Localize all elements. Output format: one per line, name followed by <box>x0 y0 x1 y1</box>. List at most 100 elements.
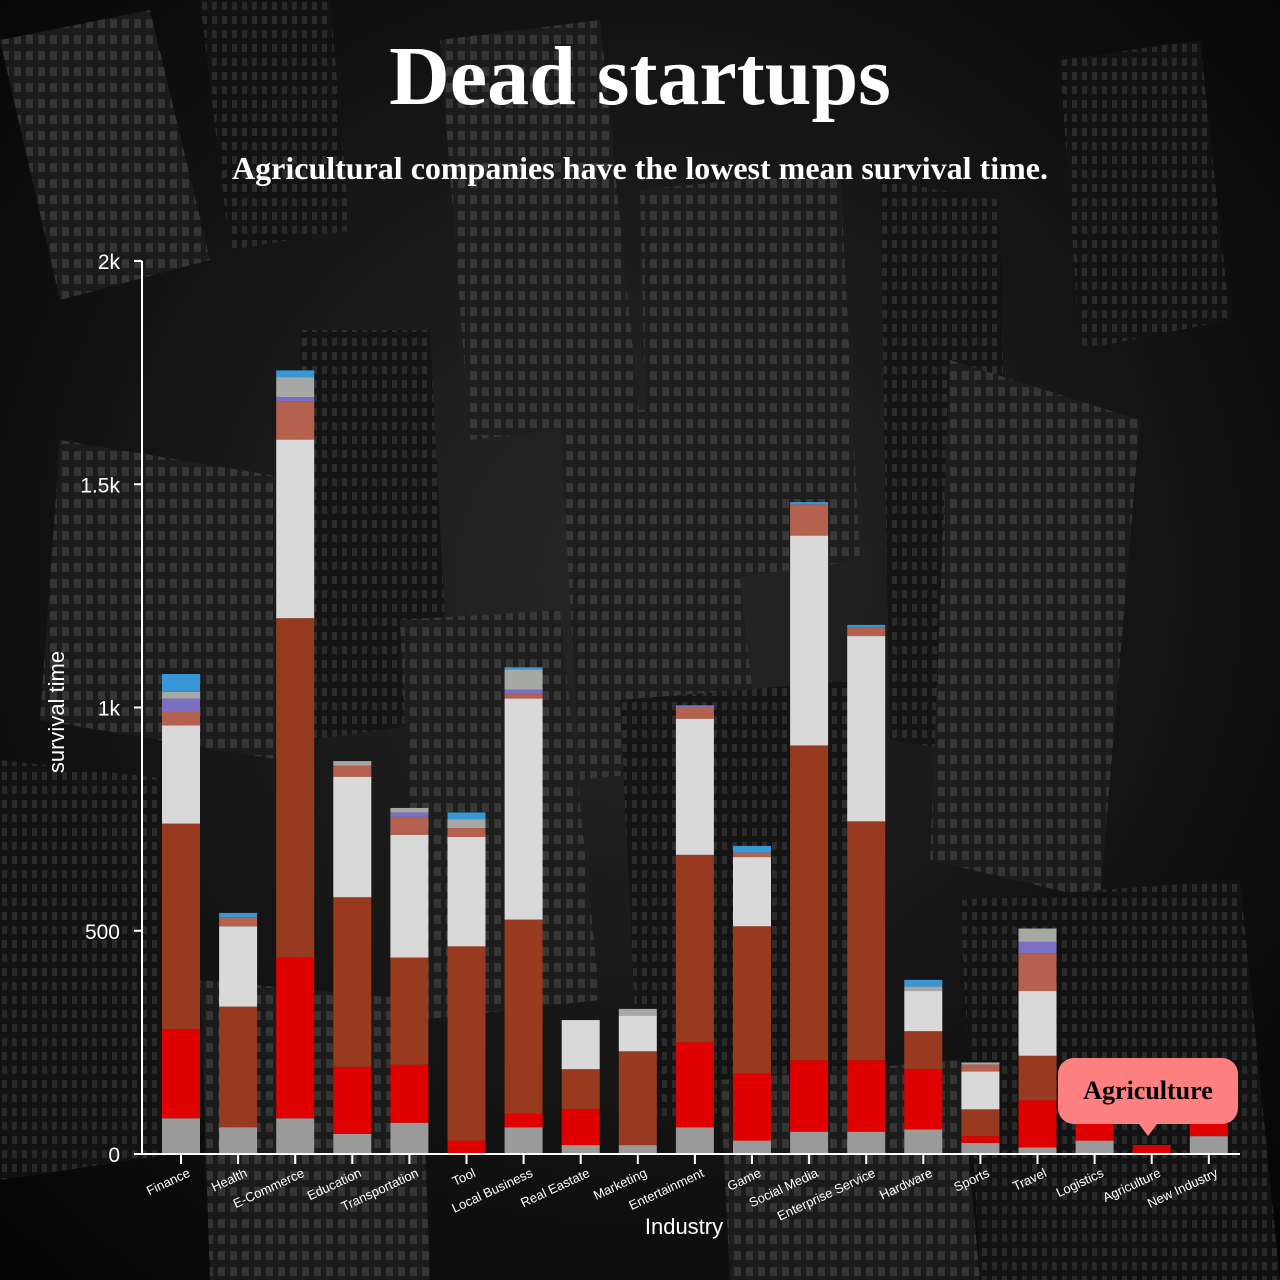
bar-segment[interactable] <box>162 698 200 712</box>
bar-segment[interactable] <box>733 1073 771 1141</box>
bar-segment[interactable] <box>904 986 943 992</box>
bar-segment[interactable] <box>447 828 486 837</box>
bar-segment[interactable] <box>561 1109 600 1146</box>
bar-segment[interactable] <box>733 1140 771 1154</box>
bar-segment[interactable] <box>390 834 429 958</box>
bar-segment[interactable] <box>162 1118 200 1154</box>
bar-segment[interactable] <box>162 674 200 692</box>
bar-segment[interactable] <box>847 1131 886 1154</box>
bar-segment[interactable] <box>790 535 829 746</box>
bar-segment[interactable] <box>847 627 886 637</box>
bar-segment[interactable] <box>162 691 200 699</box>
bar-segment[interactable] <box>904 1129 943 1154</box>
bar-segment[interactable] <box>790 1060 829 1132</box>
bar-segment[interactable] <box>675 854 714 1043</box>
bar-segment[interactable] <box>162 725 200 824</box>
bar-segment[interactable] <box>1132 1145 1171 1154</box>
bar-segment[interactable] <box>675 1127 714 1154</box>
bar-segment[interactable] <box>675 707 714 719</box>
bar-segment[interactable] <box>504 919 543 1114</box>
bar-segment[interactable] <box>276 439 315 619</box>
bar-segment[interactable] <box>390 957 429 1065</box>
bar-segment[interactable] <box>733 926 771 1074</box>
bar-segment[interactable] <box>333 776 372 898</box>
bar-segment[interactable] <box>961 1109 1000 1137</box>
bar-segment[interactable] <box>333 761 372 766</box>
bar-segment[interactable] <box>618 1008 657 1016</box>
bar-segment[interactable] <box>504 1127 543 1154</box>
bar-segment[interactable] <box>675 705 714 708</box>
bar-segment[interactable] <box>847 624 886 628</box>
bar-segment[interactable] <box>847 636 886 822</box>
bar-segment[interactable] <box>447 812 486 820</box>
bar-segment[interactable] <box>276 1118 315 1154</box>
bar-segment[interactable] <box>904 979 943 987</box>
bar-segment[interactable] <box>504 669 543 690</box>
bar-segment[interactable] <box>276 401 315 440</box>
bar-segment[interactable] <box>790 502 829 505</box>
bar-segment[interactable] <box>1018 953 1057 992</box>
bar-segment[interactable] <box>1018 1100 1057 1148</box>
bar-segment[interactable] <box>276 377 315 398</box>
bar-segment[interactable] <box>276 957 315 1119</box>
bar-segment[interactable] <box>276 370 315 378</box>
bar-segment[interactable] <box>847 1060 886 1132</box>
bar-segment[interactable] <box>618 1051 657 1146</box>
bar-segment[interactable] <box>1189 1136 1228 1154</box>
bar-segment[interactable] <box>961 1062 1000 1065</box>
bar-segment[interactable] <box>790 1131 829 1154</box>
bar-segment[interactable] <box>390 1064 429 1123</box>
bar-segment[interactable] <box>961 1071 1000 1110</box>
bar-segment[interactable] <box>961 1142 1000 1154</box>
bar-segment[interactable] <box>790 745 829 1061</box>
bar-segment[interactable] <box>675 718 714 855</box>
bar-segment[interactable] <box>333 1066 372 1134</box>
bar-segment[interactable] <box>618 1145 657 1154</box>
bar-segment[interactable] <box>1075 1122 1114 1141</box>
bar-segment[interactable] <box>390 807 429 813</box>
bar-segment[interactable] <box>390 812 429 817</box>
bar-segment[interactable] <box>390 816 429 835</box>
bar-segment[interactable] <box>1018 1147 1057 1154</box>
bar-segment[interactable] <box>961 1064 1000 1072</box>
bar-segment[interactable] <box>447 836 486 947</box>
bar-segment[interactable] <box>219 912 258 918</box>
bar-segment[interactable] <box>675 1042 714 1128</box>
bar-segment[interactable] <box>1018 1055 1057 1101</box>
bar-segment[interactable] <box>961 1136 1000 1143</box>
bar-segment[interactable] <box>561 1020 600 1070</box>
bar-segment[interactable] <box>504 689 543 695</box>
bar-segment[interactable] <box>162 1028 200 1119</box>
bar-segment[interactable] <box>733 852 771 858</box>
bar-segment[interactable] <box>790 504 829 536</box>
bar-segment[interactable] <box>561 1069 600 1110</box>
bar-segment[interactable] <box>333 897 372 1067</box>
bar-segment[interactable] <box>276 618 315 958</box>
bar-segment[interactable] <box>162 711 200 726</box>
bar-segment[interactable] <box>447 946 486 1141</box>
bar-segment[interactable] <box>1075 1140 1114 1154</box>
bar-segment[interactable] <box>904 1031 943 1070</box>
bar-segment[interactable] <box>333 1133 372 1154</box>
bar-segment[interactable] <box>733 857 771 927</box>
bar-segment[interactable] <box>219 1127 258 1154</box>
bar-segment[interactable] <box>219 926 258 1007</box>
bar-segment[interactable] <box>219 1006 258 1128</box>
bar-segment[interactable] <box>561 1145 600 1154</box>
bar-segment[interactable] <box>1018 928 1057 942</box>
bar-segment[interactable] <box>1018 941 1057 954</box>
bar-segment[interactable] <box>847 821 886 1061</box>
bar-segment[interactable] <box>333 765 372 777</box>
bar-segment[interactable] <box>504 1113 543 1128</box>
bar-segment[interactable] <box>219 917 258 927</box>
bar-segment[interactable] <box>390 1122 429 1154</box>
bar-segment[interactable] <box>162 823 200 1029</box>
bar-segment[interactable] <box>447 1140 486 1154</box>
bar-segment[interactable] <box>904 1069 943 1130</box>
bar-segment[interactable] <box>618 1015 657 1052</box>
bar-segment[interactable] <box>276 397 315 402</box>
bar-segment[interactable] <box>733 845 771 853</box>
bar-segment[interactable] <box>504 694 543 699</box>
bar-segment[interactable] <box>504 698 543 920</box>
bar-segment[interactable] <box>1018 991 1057 1056</box>
